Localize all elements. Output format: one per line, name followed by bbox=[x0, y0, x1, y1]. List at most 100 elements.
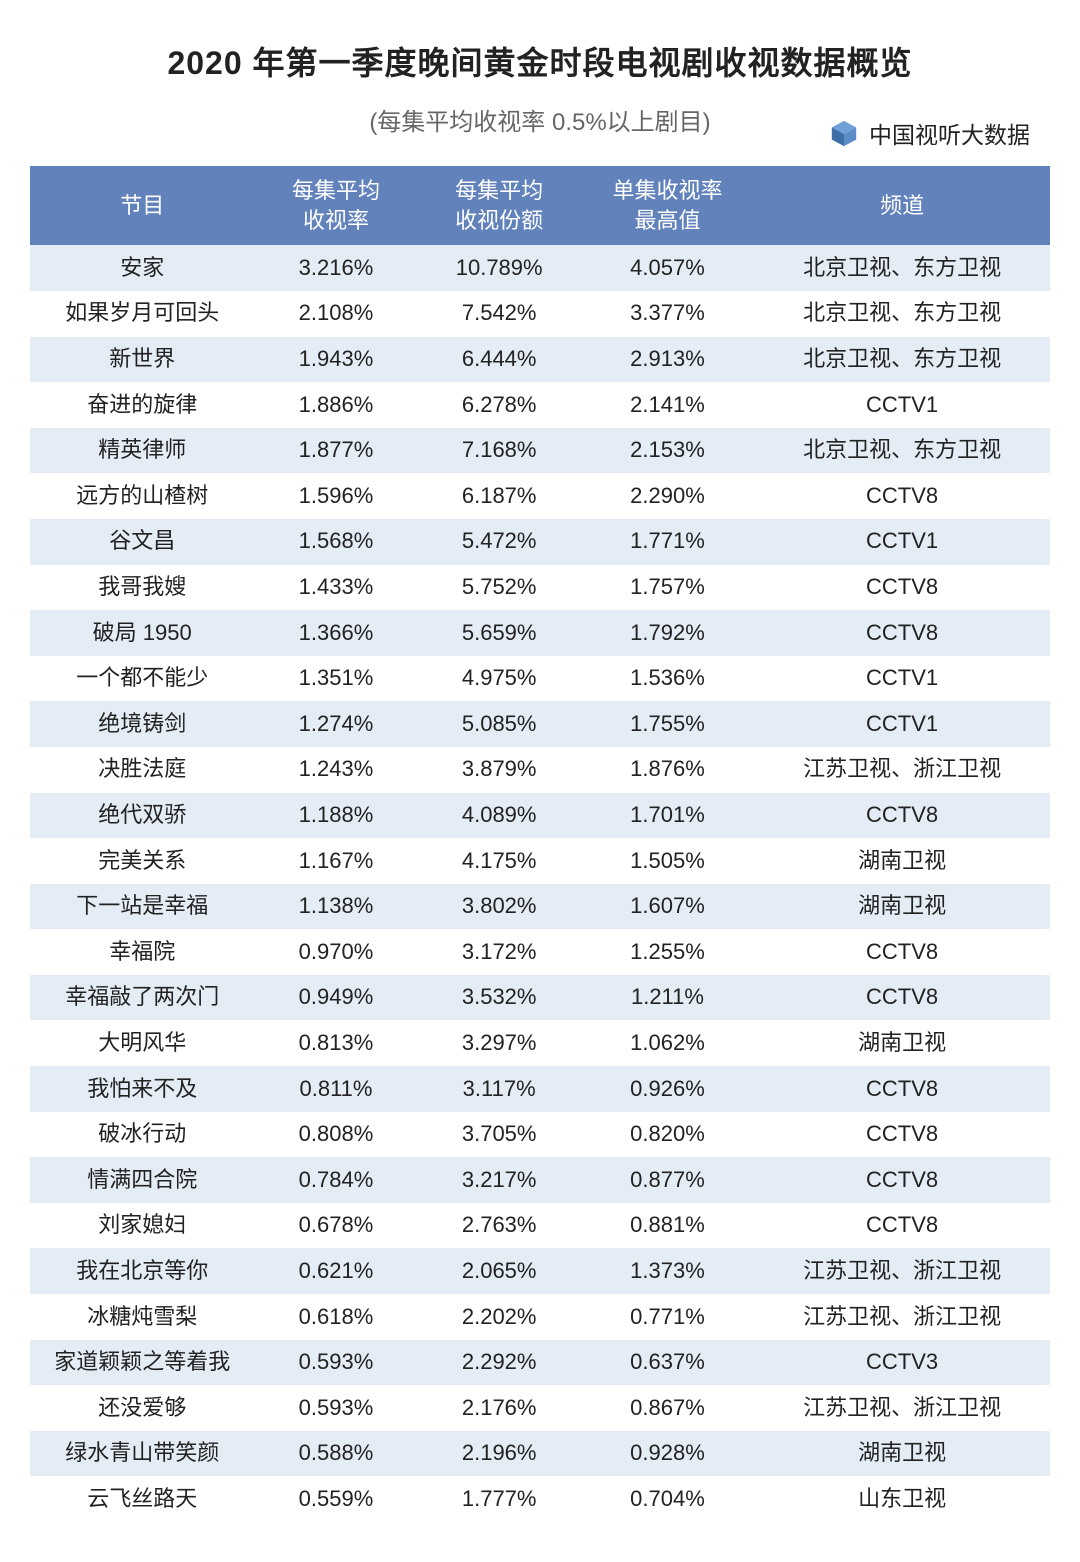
cell-channel: CCTV3 bbox=[754, 1340, 1050, 1386]
cell-channel: CCTV8 bbox=[754, 793, 1050, 839]
cell-channel: 江苏卫视、浙江卫视 bbox=[754, 747, 1050, 793]
cell-rate: 0.593% bbox=[254, 1385, 417, 1431]
table-row: 绝境铸剑1.274%5.085%1.755%CCTV1 bbox=[30, 701, 1050, 747]
cell-peak: 1.505% bbox=[581, 838, 754, 884]
cell-share: 2.176% bbox=[418, 1385, 581, 1431]
cell-peak: 1.792% bbox=[581, 610, 754, 656]
cell-peak: 0.926% bbox=[581, 1066, 754, 1112]
cell-rate: 3.216% bbox=[254, 245, 417, 291]
cell-show: 绿水青山带笑颜 bbox=[30, 1431, 254, 1477]
cell-show: 下一站是幸福 bbox=[30, 884, 254, 930]
cell-peak: 0.704% bbox=[581, 1476, 754, 1522]
cell-share: 5.659% bbox=[418, 610, 581, 656]
cube-icon bbox=[829, 118, 859, 148]
cell-peak: 0.881% bbox=[581, 1203, 754, 1249]
cell-share: 6.187% bbox=[418, 473, 581, 519]
cell-rate: 1.243% bbox=[254, 747, 417, 793]
col-header-rate: 每集平均 收视率 bbox=[254, 166, 417, 245]
cell-peak: 1.757% bbox=[581, 565, 754, 611]
table-row: 大明风华0.813%3.297%1.062%湖南卫视 bbox=[30, 1020, 1050, 1066]
table-row: 我怕来不及0.811%3.117%0.926%CCTV8 bbox=[30, 1066, 1050, 1112]
cell-show: 还没爱够 bbox=[30, 1385, 254, 1431]
cell-show: 精英律师 bbox=[30, 428, 254, 474]
table-row: 绿水青山带笑颜0.588%2.196%0.928%湖南卫视 bbox=[30, 1431, 1050, 1477]
cell-rate: 0.970% bbox=[254, 929, 417, 975]
cell-channel: 北京卫视、东方卫视 bbox=[754, 337, 1050, 383]
col-header-show: 节目 bbox=[30, 166, 254, 245]
cell-rate: 0.678% bbox=[254, 1203, 417, 1249]
col-header-text: 每集平均 bbox=[424, 176, 575, 206]
cell-channel: 湖南卫视 bbox=[754, 1431, 1050, 1477]
table-row: 我在北京等你0.621%2.065%1.373%江苏卫视、浙江卫视 bbox=[30, 1248, 1050, 1294]
cell-channel: CCTV8 bbox=[754, 1157, 1050, 1203]
cell-channel: 北京卫视、东方卫视 bbox=[754, 291, 1050, 337]
cell-show: 冰糖炖雪梨 bbox=[30, 1294, 254, 1340]
cell-show: 破局 1950 bbox=[30, 610, 254, 656]
cell-show: 新世界 bbox=[30, 337, 254, 383]
col-header-peak: 单集收视率 最高值 bbox=[581, 166, 754, 245]
cell-share: 2.202% bbox=[418, 1294, 581, 1340]
table-row: 破冰行动0.808%3.705%0.820%CCTV8 bbox=[30, 1112, 1050, 1158]
cell-share: 1.777% bbox=[418, 1476, 581, 1522]
table-row: 一个都不能少1.351%4.975%1.536%CCTV1 bbox=[30, 656, 1050, 702]
cell-rate: 0.808% bbox=[254, 1112, 417, 1158]
cell-rate: 1.568% bbox=[254, 519, 417, 565]
cell-rate: 1.877% bbox=[254, 428, 417, 474]
cell-channel: 湖南卫视 bbox=[754, 884, 1050, 930]
cell-show: 完美关系 bbox=[30, 838, 254, 884]
cell-share: 2.763% bbox=[418, 1203, 581, 1249]
cell-share: 3.297% bbox=[418, 1020, 581, 1066]
cell-channel: 湖南卫视 bbox=[754, 838, 1050, 884]
cell-channel: CCTV8 bbox=[754, 1112, 1050, 1158]
cell-rate: 0.621% bbox=[254, 1248, 417, 1294]
cell-share: 6.444% bbox=[418, 337, 581, 383]
cell-show: 决胜法庭 bbox=[30, 747, 254, 793]
table-row: 破局 19501.366%5.659%1.792%CCTV8 bbox=[30, 610, 1050, 656]
cell-show: 破冰行动 bbox=[30, 1112, 254, 1158]
cell-channel: CCTV1 bbox=[754, 382, 1050, 428]
table-row: 新世界1.943%6.444%2.913%北京卫视、东方卫视 bbox=[30, 337, 1050, 383]
cell-show: 我在北京等你 bbox=[30, 1248, 254, 1294]
cell-peak: 1.255% bbox=[581, 929, 754, 975]
cell-rate: 1.943% bbox=[254, 337, 417, 383]
cell-peak: 1.211% bbox=[581, 975, 754, 1021]
cell-share: 10.789% bbox=[418, 245, 581, 291]
cell-show: 我哥我嫂 bbox=[30, 565, 254, 611]
cell-share: 3.117% bbox=[418, 1066, 581, 1112]
table-row: 谷文昌1.568%5.472%1.771%CCTV1 bbox=[30, 519, 1050, 565]
cell-peak: 1.536% bbox=[581, 656, 754, 702]
cell-channel: CCTV8 bbox=[754, 975, 1050, 1021]
table-row: 绝代双骄1.188%4.089%1.701%CCTV8 bbox=[30, 793, 1050, 839]
table-header: 节目 每集平均 收视率 每集平均 收视份额 单集收视率 最高值 频道 bbox=[30, 166, 1050, 245]
cell-rate: 0.813% bbox=[254, 1020, 417, 1066]
cell-rate: 0.949% bbox=[254, 975, 417, 1021]
table-row: 远方的山楂树1.596%6.187%2.290%CCTV8 bbox=[30, 473, 1050, 519]
cell-peak: 1.771% bbox=[581, 519, 754, 565]
cell-share: 2.065% bbox=[418, 1248, 581, 1294]
cell-share: 7.168% bbox=[418, 428, 581, 474]
cell-rate: 0.588% bbox=[254, 1431, 417, 1477]
table-row: 情满四合院0.784%3.217%0.877%CCTV8 bbox=[30, 1157, 1050, 1203]
cell-share: 2.292% bbox=[418, 1340, 581, 1386]
cell-channel: CCTV8 bbox=[754, 1203, 1050, 1249]
cell-share: 2.196% bbox=[418, 1431, 581, 1477]
cell-channel: CCTV1 bbox=[754, 519, 1050, 565]
table-row: 云飞丝路天0.559%1.777%0.704%山东卫视 bbox=[30, 1476, 1050, 1522]
cell-rate: 1.188% bbox=[254, 793, 417, 839]
cell-show: 远方的山楂树 bbox=[30, 473, 254, 519]
col-header-text: 收视率 bbox=[260, 206, 411, 236]
cell-channel: 湖南卫视 bbox=[754, 1020, 1050, 1066]
table-row: 家道颖颖之等着我0.593%2.292%0.637%CCTV3 bbox=[30, 1340, 1050, 1386]
subtitle-row: (每集平均收视率 0.5%以上剧目) 中国视听大数据 bbox=[30, 98, 1050, 158]
cell-share: 3.217% bbox=[418, 1157, 581, 1203]
table-row: 刘家媳妇0.678%2.763%0.881%CCTV8 bbox=[30, 1203, 1050, 1249]
cell-share: 3.802% bbox=[418, 884, 581, 930]
cell-peak: 2.290% bbox=[581, 473, 754, 519]
col-header-share: 每集平均 收视份额 bbox=[418, 166, 581, 245]
cell-channel: CCTV8 bbox=[754, 929, 1050, 975]
col-header-text: 节目 bbox=[36, 191, 248, 221]
cell-show: 家道颖颖之等着我 bbox=[30, 1340, 254, 1386]
cell-channel: 山东卫视 bbox=[754, 1476, 1050, 1522]
cell-rate: 1.886% bbox=[254, 382, 417, 428]
cell-peak: 1.607% bbox=[581, 884, 754, 930]
